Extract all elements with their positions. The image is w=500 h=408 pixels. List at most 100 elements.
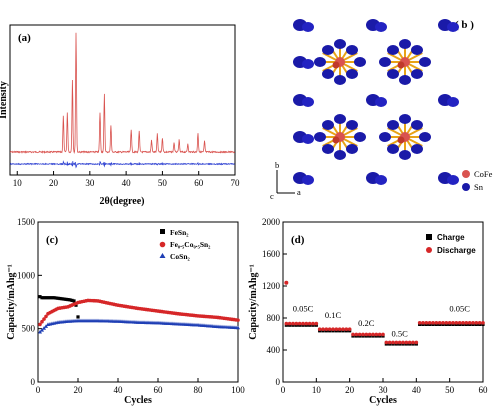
x-tick-label-d: 50 (445, 385, 455, 395)
data-point-discharge (397, 340, 402, 345)
sn-atom (322, 144, 334, 154)
data-point-discharge (394, 340, 399, 345)
sn-atom (375, 97, 387, 107)
data-point-cosn2 (44, 324, 48, 328)
data-point-discharge (454, 321, 459, 325)
y-tick-label-d: 400 (267, 345, 281, 355)
data-point-discharge (311, 321, 315, 326)
sn-atom (447, 22, 459, 32)
data-point-fesn2 (50, 296, 54, 300)
data-point-discharge (371, 332, 375, 337)
sn-atom (346, 144, 358, 154)
data-point-discharge (401, 340, 405, 345)
unit-cluster (379, 114, 431, 160)
x-tick-label-d: 10 (312, 385, 322, 395)
axes-indicator: b a c (270, 160, 301, 201)
panel-a: (a) Intensity 2θ(degree) 10 20 30 40 50 60 70 (0, 0, 245, 207)
rate-label: 0.05C (449, 304, 470, 314)
sn-atom (399, 114, 411, 124)
data-point-discharge (284, 280, 289, 285)
x-tick-label-c: 40 (114, 385, 124, 395)
sn-legend-marker (462, 183, 470, 191)
x-tick-label-c: 20 (74, 385, 84, 395)
data-point-discharge (464, 321, 469, 325)
sn-atom (379, 57, 391, 67)
sn-atom (387, 144, 399, 154)
data-point-discharge (427, 321, 432, 325)
data-point-discharge (317, 327, 322, 331)
sn-atom (322, 45, 334, 55)
sn-atom (346, 120, 358, 130)
data-point-discharge (341, 327, 345, 331)
sn-atom (346, 69, 358, 79)
y-tick-label-d: 1600 (262, 249, 281, 259)
legend-marker-fecosn2 (159, 241, 166, 248)
data-point-discharge (294, 321, 299, 326)
x-tick-label-d: 40 (412, 385, 422, 395)
data-point-fesn2 (38, 295, 42, 299)
data-point-discharge (351, 332, 355, 337)
data-point-discharge (381, 332, 385, 337)
data-point-cosn2 (38, 329, 42, 334)
data-point-fecosn2 (236, 318, 240, 322)
panel-d: (d) Capacity/mAhg⁻¹ Cycles 0 400 800 1200 16… (248, 210, 500, 408)
legend-label-fecosn2: Fe₀.₅Co₀.₅Sn₂ (170, 240, 211, 249)
data-point-discharge (477, 321, 482, 325)
unit-cluster (314, 114, 366, 160)
data-point-discharge (301, 321, 305, 326)
unit-cluster (379, 39, 431, 85)
rate-label: 0.5C (392, 328, 409, 338)
data-point-discharge (467, 321, 472, 325)
x-tick-label-d: 60 (479, 385, 489, 395)
plot-frame-a (9, 24, 236, 176)
data-point-discharge (314, 321, 319, 326)
y-tick-label-c: 1000 (17, 270, 36, 280)
rate-chart: (d) Capacity/mAhg⁻¹ Cycles 0400800120016… (248, 217, 489, 406)
data-point-discharge (384, 340, 389, 345)
x-tick-label-c: 0 (36, 385, 41, 395)
x-tick-label-c: 80 (194, 385, 204, 395)
legend-label-cosn2: CoSn₂ (170, 252, 191, 261)
sn-atom (399, 75, 411, 85)
cofe-atom (397, 61, 405, 69)
sn-atom (302, 97, 314, 107)
data-point-discharge (407, 340, 412, 345)
sn-atom (379, 132, 391, 142)
legend-d: Charge Discharge (426, 233, 476, 255)
data-point-fesn2 (40, 296, 44, 300)
data-point-fesn2 (64, 297, 68, 301)
legend-label-discharge: Discharge (437, 246, 476, 255)
sn-atom (334, 75, 346, 85)
axis-a-label: a (297, 187, 301, 197)
data-point-discharge (321, 327, 325, 331)
data-point-fesn2 (58, 296, 62, 301)
data-point-discharge (404, 340, 409, 345)
data-point-discharge (344, 327, 349, 331)
y-axis-title-a: Intensity (0, 81, 9, 119)
sn-atom (419, 57, 431, 67)
sn-atom (314, 57, 326, 67)
sn-atom (411, 120, 423, 130)
data-point-fesn2 (76, 315, 80, 319)
data-point-discharge (414, 340, 419, 345)
data-point-cosn2 (236, 325, 240, 330)
data-point-discharge (297, 321, 302, 326)
cofe-atom (332, 136, 340, 144)
x-tick-label-d: 0 (281, 385, 286, 395)
x-tick-label-c: 60 (154, 385, 164, 395)
panel-tag-a: (a) (18, 32, 31, 44)
panel-tag-c: (c) (46, 234, 59, 246)
sn-atom (314, 132, 326, 142)
legend-label-charge: Charge (437, 233, 465, 242)
data-point-discharge (287, 321, 292, 326)
data-point-discharge (391, 340, 395, 345)
data-point-discharge (324, 327, 329, 331)
legend-c: FeSn₂ Fe₀.₅Co₀.₅Sn₂ CoSn₂ (159, 228, 211, 261)
data-point-discharge (374, 332, 379, 337)
x-tick-label-d: 20 (345, 385, 355, 395)
sn-atom (447, 175, 459, 185)
data-point-discharge (431, 321, 435, 325)
legend-marker-cosn2 (159, 253, 166, 258)
sn-atom (302, 175, 314, 185)
rate-label: 0.05C (293, 304, 314, 314)
